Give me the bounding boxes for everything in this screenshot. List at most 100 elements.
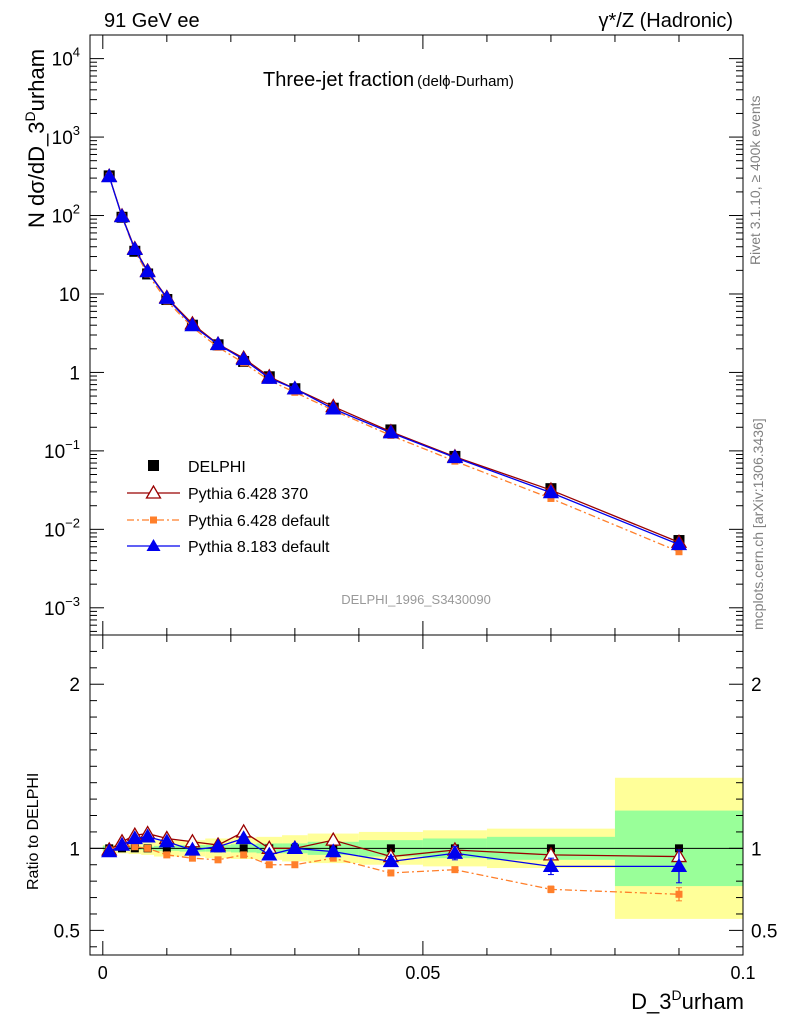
plot-title-main: Three-jet fraction — [263, 69, 414, 91]
ratio-series-marker — [261, 846, 278, 861]
series-marker — [446, 449, 464, 464]
y-tick-base: 10 — [59, 285, 80, 306]
ratio-y-tick-label: 0.5 — [54, 921, 80, 942]
x-axis-label-rest: urham — [682, 989, 744, 1014]
series-marker — [325, 400, 342, 415]
ratio-y-tick-label: 1 — [69, 839, 80, 860]
x-axis-label: D_3Durham — [631, 987, 744, 1014]
y-tick-base: 10 — [44, 599, 65, 620]
y-tick-base: 1 — [69, 363, 80, 384]
y-tick-label: 10 — [59, 285, 80, 306]
y-tick-base: 10 — [44, 520, 65, 541]
series-marker — [547, 494, 555, 502]
y-tick-base: 10 — [52, 207, 73, 228]
y-tick-label: 104 — [52, 45, 80, 71]
y-tick-label: 102 — [52, 202, 80, 228]
ratio-series-marker — [387, 869, 395, 877]
legend-marker-delphi — [148, 460, 159, 471]
ratio-series-marker — [675, 890, 683, 898]
y-tick-label: 10−3 — [44, 594, 80, 620]
mcplots-label: mcplots.cern.ch [arXiv:1306.3436] — [750, 418, 766, 630]
y-tick-exp: −1 — [65, 437, 80, 452]
ratio-y-tick-label-right: 1 — [751, 839, 762, 860]
series-marker — [209, 336, 227, 351]
legend-label-p8-default: Pythia 8.183 default — [188, 539, 330, 556]
ratio-series-marker — [265, 861, 273, 869]
series-marker — [235, 351, 252, 366]
y-tick-exp: 2 — [73, 202, 80, 217]
header-left: 91 GeV ee — [104, 10, 200, 32]
ratio-y-tick-label-right: 2 — [751, 675, 762, 696]
y-tick-label: 10−2 — [44, 515, 80, 541]
y-tick-label: 103 — [52, 123, 80, 149]
ratio-series-marker — [184, 841, 201, 856]
ratio-series-marker — [547, 885, 555, 893]
y-axis-label-rest: urham — [24, 49, 49, 111]
ratio-data-point — [162, 844, 171, 853]
series-marker — [184, 317, 201, 332]
x-tick-label: 0 — [98, 963, 108, 983]
y-axis-label-sup: D — [22, 111, 38, 121]
ratio-series-marker — [291, 861, 299, 869]
series-marker — [542, 484, 560, 499]
y-tick-exp: 4 — [73, 45, 80, 60]
ratio-series-marker — [214, 856, 222, 864]
ratio-series-marker — [209, 838, 227, 853]
ratio-series-marker — [163, 851, 171, 859]
x-axis-label-sup: D — [672, 987, 682, 1003]
ratio-series-marker — [158, 833, 175, 848]
y-tick-exp: −3 — [65, 594, 80, 609]
ratio-series-marker — [131, 843, 139, 851]
plot-title-sub: (delϕ-Durham) — [417, 73, 514, 90]
ratio-series-marker — [329, 854, 337, 862]
x-axis-label-main: D_3 — [631, 989, 671, 1014]
ratio-series-marker — [126, 830, 143, 845]
ratio-series-marker — [235, 830, 252, 845]
plot-title: Three-jet fraction (delϕ-Durham) — [263, 69, 514, 91]
ratio-series-marker — [139, 828, 156, 843]
y-axis-label: N dσ/dD_3Durham — [22, 49, 49, 228]
series-marker — [261, 369, 278, 384]
ratio-y-tick-label: 2 — [69, 675, 80, 696]
analysis-id: DELPHI_1996_S3430090 — [341, 592, 491, 607]
y-tick-exp: 3 — [73, 123, 80, 138]
ratio-series-marker — [325, 843, 342, 858]
legend-label-p6-370: Pythia 6.428 370 — [188, 486, 308, 503]
legend-marker-p8-default — [146, 539, 161, 551]
series-marker — [126, 241, 143, 255]
y-axis-label-main: N dσ/dD_3 — [24, 121, 49, 228]
ratio-series-marker — [188, 854, 196, 862]
y-tick-label: 1 — [69, 363, 80, 384]
ratio-series-marker — [144, 844, 152, 852]
series-marker — [101, 168, 118, 183]
y-tick-base: 10 — [52, 50, 73, 71]
legend-label-delphi: DELPHI — [188, 459, 246, 476]
series-marker — [139, 263, 156, 278]
series-marker — [675, 548, 683, 556]
rivet-label: Rivet 3.1.10, ≥ 400k events — [747, 95, 763, 265]
y-tick-base: 10 — [52, 128, 73, 149]
series-marker — [670, 536, 688, 551]
ratio-series-marker — [240, 851, 248, 859]
ratio-series-marker — [286, 840, 303, 854]
y-tick-label: 10−1 — [44, 437, 80, 463]
ratio-series-marker — [101, 843, 118, 858]
ratio-series-marker — [382, 853, 400, 868]
x-tick-label: 0.1 — [730, 963, 755, 983]
series-marker — [158, 289, 175, 304]
ratio-series-marker — [670, 858, 688, 873]
y-tick-base: 10 — [44, 442, 65, 463]
ratio-series-marker — [446, 844, 464, 859]
ratio-plot: 0 0.05 0.1 0.5 0.5 1 1 2 2 — [54, 635, 777, 983]
legend: DELPHI Pythia 6.428 370 Pythia 6.428 def… — [127, 459, 330, 556]
series-marker — [286, 380, 303, 395]
legend-marker-p6-370 — [145, 484, 162, 499]
legend-marker-p6-default — [150, 516, 157, 524]
series-marker — [382, 424, 400, 439]
y-tick-exp: −2 — [65, 515, 80, 530]
header-right: γ*/Z (Hadronic) — [599, 10, 733, 32]
ratio-series-marker — [542, 858, 560, 873]
ratio-y-tick-label-right: 0.5 — [751, 921, 777, 942]
ratio-data-point — [239, 844, 248, 853]
